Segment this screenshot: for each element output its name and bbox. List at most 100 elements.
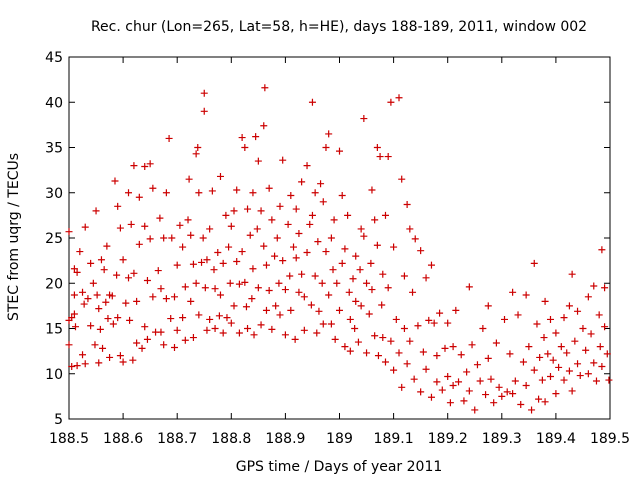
data-point xyxy=(422,365,430,373)
data-point xyxy=(181,336,189,344)
data-point xyxy=(113,271,121,279)
data-point xyxy=(528,406,536,414)
data-point xyxy=(275,279,283,287)
data-point xyxy=(135,240,143,248)
data-point xyxy=(210,266,218,274)
data-point xyxy=(346,347,354,355)
data-point xyxy=(279,156,287,164)
x-tick-label: 189.4 xyxy=(536,431,576,447)
data-point xyxy=(68,314,76,322)
data-point xyxy=(262,306,270,314)
data-point xyxy=(114,314,122,322)
data-point xyxy=(130,269,138,277)
y-tick-label: 25 xyxy=(45,231,63,247)
data-point xyxy=(530,259,538,267)
data-point xyxy=(195,311,203,319)
data-point xyxy=(96,325,104,333)
data-point xyxy=(352,252,360,260)
data-point xyxy=(463,368,471,376)
data-point xyxy=(87,322,95,330)
data-point xyxy=(241,278,249,286)
data-point xyxy=(568,270,576,278)
data-point xyxy=(341,343,349,351)
y-tick-label: 10 xyxy=(45,367,63,383)
data-point xyxy=(557,343,565,351)
data-point xyxy=(170,344,178,352)
data-point xyxy=(365,310,373,318)
data-point xyxy=(574,307,582,315)
data-point xyxy=(233,186,241,194)
data-point xyxy=(535,395,543,403)
data-point xyxy=(565,367,573,375)
data-point xyxy=(473,361,481,369)
data-point xyxy=(127,220,135,228)
data-point xyxy=(522,382,530,390)
data-point xyxy=(295,288,303,296)
data-point xyxy=(179,243,187,251)
data-point xyxy=(149,293,157,301)
data-point xyxy=(281,331,289,339)
data-point xyxy=(433,378,441,386)
data-point xyxy=(325,130,333,138)
data-point xyxy=(501,315,509,323)
y-axis-label: STEC from uqrg / TECUs xyxy=(6,153,22,321)
data-point xyxy=(238,134,246,142)
data-point xyxy=(590,359,598,367)
axis-ticks xyxy=(68,56,611,420)
data-point xyxy=(336,306,343,314)
data-point xyxy=(465,387,473,395)
data-point xyxy=(290,243,298,251)
data-point xyxy=(590,282,598,290)
data-point xyxy=(104,315,112,323)
data-point xyxy=(287,306,295,314)
data-point xyxy=(449,343,457,351)
data-point xyxy=(330,216,338,224)
data-point xyxy=(357,225,365,233)
data-point xyxy=(329,266,337,274)
data-point xyxy=(331,335,339,343)
data-point xyxy=(436,309,444,317)
data-point xyxy=(368,286,376,294)
data-point xyxy=(546,315,554,323)
data-point xyxy=(592,377,600,385)
data-point xyxy=(487,375,495,383)
data-point xyxy=(351,325,359,332)
data-point xyxy=(417,388,425,396)
data-point xyxy=(373,144,381,151)
data-point xyxy=(286,272,294,280)
data-point xyxy=(292,205,300,213)
data-point xyxy=(376,153,384,161)
data-point xyxy=(235,280,243,288)
data-point xyxy=(360,115,368,123)
data-point xyxy=(430,319,438,327)
x-tick-label: 189.5 xyxy=(590,431,630,447)
data-point xyxy=(279,257,287,265)
data-point xyxy=(160,341,168,349)
y-tick-label: 45 xyxy=(45,50,63,66)
data-point xyxy=(455,378,463,386)
data-point xyxy=(276,202,284,210)
x-tick-label: 188.6 xyxy=(103,431,143,447)
data-point xyxy=(484,302,492,310)
data-point xyxy=(249,189,257,197)
data-point xyxy=(555,363,563,371)
data-point xyxy=(314,238,322,246)
data-point xyxy=(114,202,122,210)
data-point xyxy=(187,231,195,239)
data-point xyxy=(206,225,214,233)
data-point xyxy=(476,377,484,385)
data-point xyxy=(395,94,403,102)
data-point xyxy=(95,359,103,367)
data-point xyxy=(160,234,168,242)
data-point xyxy=(601,323,609,331)
data-point xyxy=(230,207,238,215)
data-point xyxy=(300,293,308,301)
data-point xyxy=(492,339,500,347)
data-point xyxy=(141,323,149,331)
data-point xyxy=(363,279,371,287)
data-point xyxy=(156,214,164,222)
x-tick-label: 189.1 xyxy=(374,431,414,447)
data-point xyxy=(192,279,200,287)
data-point xyxy=(129,356,137,364)
data-point xyxy=(216,172,224,180)
